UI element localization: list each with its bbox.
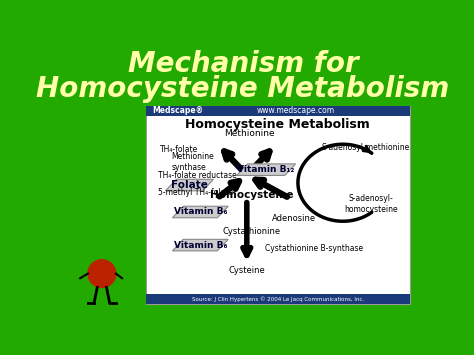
Text: TH₄-folate: TH₄-folate <box>160 145 198 154</box>
Text: Source: J Clin Hypertens © 2004 Le Jacq Communications, Inc.: Source: J Clin Hypertens © 2004 Le Jacq … <box>191 296 364 302</box>
Text: Cystathionine B-synthase: Cystathionine B-synthase <box>264 245 363 253</box>
Text: Mechanism for: Mechanism for <box>128 50 358 78</box>
Polygon shape <box>173 239 228 251</box>
Polygon shape <box>173 206 228 218</box>
Text: Cystathionine: Cystathionine <box>222 227 281 236</box>
Text: Vitamin B₆: Vitamin B₆ <box>173 241 227 250</box>
Text: Homocysteine Metabolism: Homocysteine Metabolism <box>36 75 449 103</box>
Circle shape <box>88 260 116 288</box>
Text: Medscape®: Medscape® <box>152 106 203 115</box>
Text: Vitamin B₆: Vitamin B₆ <box>173 208 227 217</box>
Text: Vitamin B₁₂: Vitamin B₁₂ <box>237 165 295 174</box>
Text: Homocysteine: Homocysteine <box>210 190 293 200</box>
FancyBboxPatch shape <box>146 106 410 116</box>
Text: Folate: Folate <box>171 180 208 190</box>
Text: 5-methyl TH₄-folate: 5-methyl TH₄-folate <box>158 188 234 197</box>
Text: Adenosine: Adenosine <box>272 214 316 223</box>
Polygon shape <box>237 164 296 175</box>
Text: Cysteine: Cysteine <box>228 266 265 275</box>
FancyBboxPatch shape <box>146 294 410 304</box>
FancyBboxPatch shape <box>146 106 410 304</box>
Text: S-adenosyl-
homocysteine: S-adenosyl- homocysteine <box>344 194 398 214</box>
Text: S-adenosyl-methionine: S-adenosyl-methionine <box>321 143 410 152</box>
Text: Methionine
synthase: Methionine synthase <box>172 152 214 172</box>
Text: Methionine: Methionine <box>224 129 274 138</box>
Polygon shape <box>165 179 213 191</box>
Text: TH₄-folate reductase: TH₄-folate reductase <box>158 171 237 180</box>
Text: Homocysteine Metabolism: Homocysteine Metabolism <box>185 118 370 131</box>
Text: www.medscape.com: www.medscape.com <box>257 106 335 115</box>
